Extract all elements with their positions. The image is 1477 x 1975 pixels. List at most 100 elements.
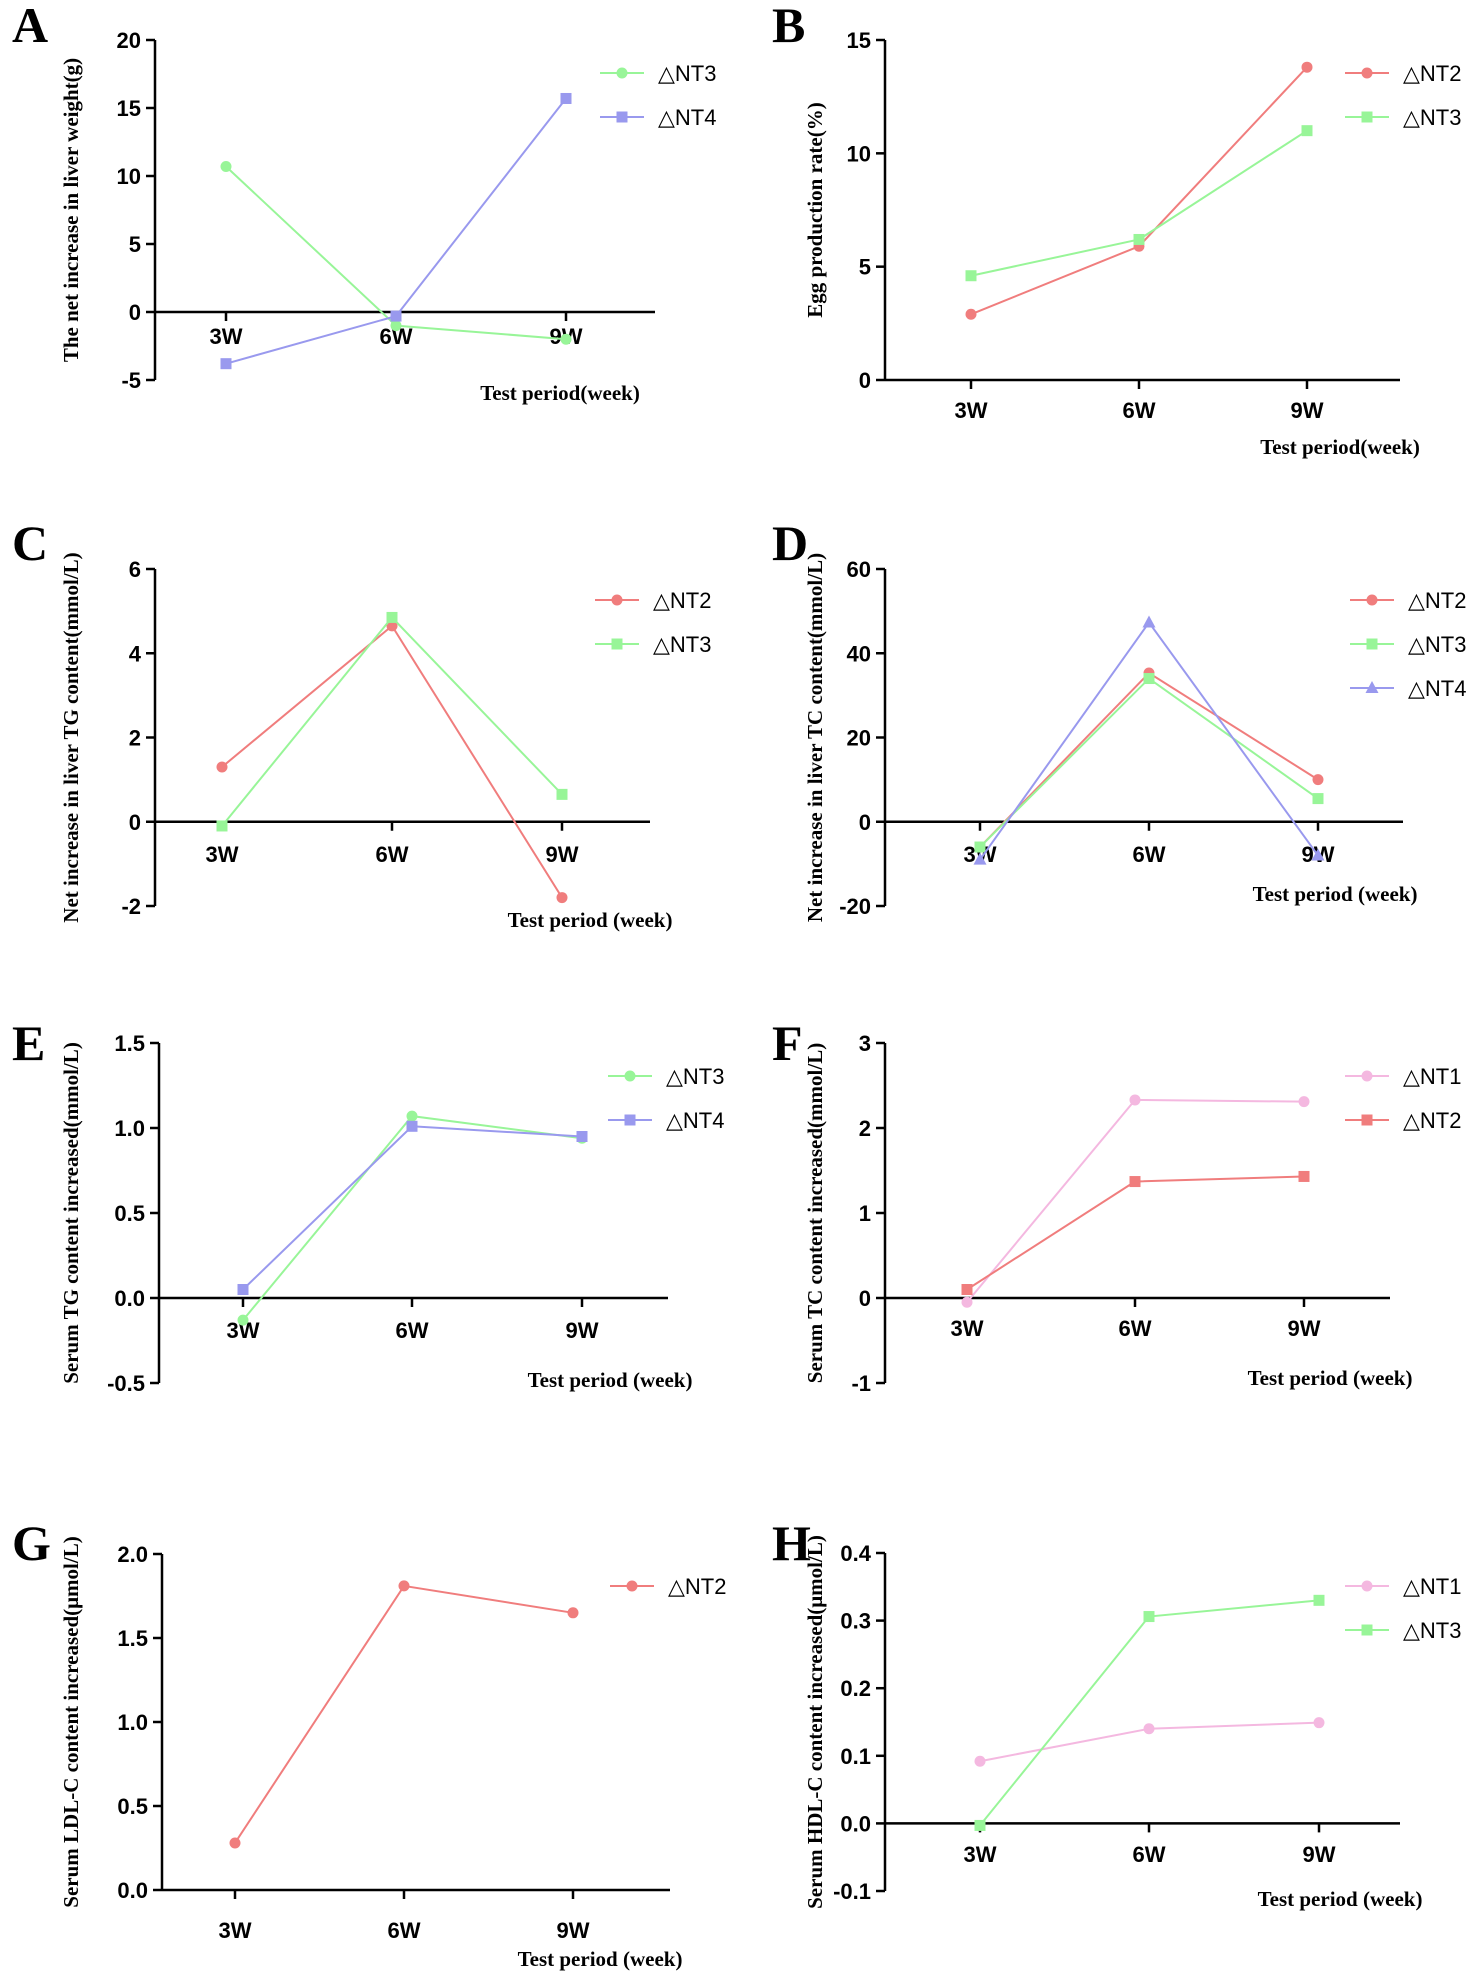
legend-entry: △NT1 xyxy=(1345,1574,1461,1599)
legend-label: △NT2 xyxy=(668,1574,726,1599)
y-tick-label: 10 xyxy=(847,141,871,166)
y-tick-label: 0.1 xyxy=(840,1744,871,1769)
x-tick-label: 3W xyxy=(955,398,988,423)
legend-entry: △NT2 xyxy=(610,1574,726,1599)
panel-letter: D xyxy=(772,515,808,571)
chart-panel-a: A-5051015203W6W9WTest period(week)The ne… xyxy=(12,0,716,405)
chart-panel-f: F -1 0 1 2 3 3W 6W 9W Test period (week) Serum TC … xyxy=(772,1015,1461,1396)
x-axis-title: Test period (week) xyxy=(1248,1366,1413,1390)
x-tick-label: 9W xyxy=(1291,398,1324,423)
y-tick-label: 0.0 xyxy=(117,1878,148,1903)
y-tick-label: 0 xyxy=(129,810,141,835)
panel-letter: A xyxy=(12,0,48,53)
legend-marker xyxy=(611,638,623,650)
legend-label: △NT2 xyxy=(1403,1108,1461,1133)
legend-marker xyxy=(611,594,623,606)
x-tick-label: 9W xyxy=(1288,1316,1321,1341)
data-point xyxy=(1298,1170,1310,1182)
y-tick-label: 1.5 xyxy=(117,1626,148,1651)
legend-entry: △NT4 xyxy=(600,105,716,130)
y-tick-label: -5 xyxy=(121,368,141,393)
panel-letter: H xyxy=(772,1515,811,1571)
y-axis-title: Serum LDL-C content increased(μmol/L) xyxy=(59,1536,83,1907)
x-axis-title: Test period (week) xyxy=(518,1947,683,1971)
y-tick-label: 5 xyxy=(129,232,141,257)
legend-entry: △NT3 xyxy=(1345,1618,1461,1643)
chart-panel-g: G 0.0 0.5 1.0 1.5 2.0 3W 6W 9W Test period (week)… xyxy=(12,1515,726,1971)
legend-label: △NT2 xyxy=(653,588,711,613)
data-point xyxy=(965,308,977,320)
data-point xyxy=(390,320,402,332)
legend-marker xyxy=(1366,638,1378,650)
series-line xyxy=(234,1584,574,1844)
legend-marker xyxy=(1361,1580,1373,1592)
y-tick-label: -0.1 xyxy=(833,1879,871,1904)
x-tick-label: 9W xyxy=(1303,1842,1336,1867)
x-tick-label: 3W xyxy=(964,1842,997,1867)
legend-label: △NT4 xyxy=(658,105,716,130)
series-nt2 xyxy=(961,1170,1310,1295)
legend-label: △NT3 xyxy=(653,632,711,657)
data-point xyxy=(973,852,987,865)
x-axis-title: Test period(week) xyxy=(480,381,640,405)
legend-entry: △NT2 xyxy=(595,588,711,613)
y-tick-label: 15 xyxy=(117,96,141,121)
series-nt3 xyxy=(216,611,568,832)
legend-entry: △NT3 xyxy=(595,632,711,657)
data-point xyxy=(576,1131,588,1142)
legend-marker xyxy=(1366,594,1378,606)
series-nt3 xyxy=(237,1110,588,1326)
data-point xyxy=(1313,1594,1325,1606)
series-line xyxy=(979,1599,1320,1827)
legend-marker xyxy=(1365,681,1379,693)
data-point xyxy=(1312,793,1324,805)
x-axis-title: Test period (week) xyxy=(1253,882,1418,906)
x-tick-label: 6W xyxy=(388,1918,421,1943)
data-point xyxy=(965,270,977,282)
y-tick-label: 60 xyxy=(847,557,871,582)
data-point xyxy=(1143,1723,1155,1735)
data-point xyxy=(220,160,232,172)
series-nt3 xyxy=(965,125,1313,282)
y-tick-label: 20 xyxy=(847,726,871,751)
x-tick-label: 3W xyxy=(210,324,243,349)
series-nt4 xyxy=(973,615,1325,865)
y-tick-label: 0 xyxy=(859,368,871,393)
series-nt2 xyxy=(216,620,568,904)
legend-label: △NT1 xyxy=(1403,1064,1461,1089)
y-tick-label: 40 xyxy=(847,641,871,666)
y-tick-label: 0 xyxy=(859,1286,871,1311)
chart-panel-b: B 0 5 10 15 3W 6W 9W Test period(week) Egg produc… xyxy=(772,0,1461,459)
legend-label: △NT3 xyxy=(1403,105,1461,130)
y-tick-label: 15 xyxy=(847,28,871,53)
legend-marker xyxy=(624,1070,636,1082)
data-point xyxy=(237,1314,249,1326)
legend-entry: △NT3 xyxy=(608,1064,724,1089)
data-point xyxy=(386,611,398,623)
series-nt2 xyxy=(965,61,1313,320)
y-tick-label: 0.2 xyxy=(840,1676,871,1701)
legend-entry: △NT2 xyxy=(1345,61,1461,86)
y-tick-label: 6 xyxy=(129,557,141,582)
data-point xyxy=(216,820,228,832)
data-point xyxy=(386,620,398,632)
chart-panel-d: D-2002040603W6W9WTest period (week)Net i… xyxy=(772,515,1466,922)
series-line xyxy=(966,1175,1305,1291)
x-tick-label: 3W xyxy=(951,1316,984,1341)
legend-label: △NT4 xyxy=(666,1108,724,1133)
y-tick-label: -0.5 xyxy=(107,1371,145,1396)
legend-label: △NT3 xyxy=(1408,632,1466,657)
x-tick-label: 6W xyxy=(396,1318,429,1343)
series-line xyxy=(242,1115,583,1321)
y-axis-title: Net increase in liver TC content(mmol/L) xyxy=(803,553,827,922)
data-point xyxy=(1301,125,1313,137)
y-axis-title: Serum HDL-C content increased(μmol/L) xyxy=(803,1535,827,1909)
x-tick-label: 9W xyxy=(546,842,579,867)
y-tick-label: 0.0 xyxy=(114,1286,145,1311)
x-tick-label: 3W xyxy=(219,1918,252,1943)
x-tick-label: 3W xyxy=(206,842,239,867)
legend-entry: △NT4 xyxy=(608,1108,724,1133)
data-point xyxy=(1301,61,1313,73)
legend-marker xyxy=(624,1114,636,1126)
